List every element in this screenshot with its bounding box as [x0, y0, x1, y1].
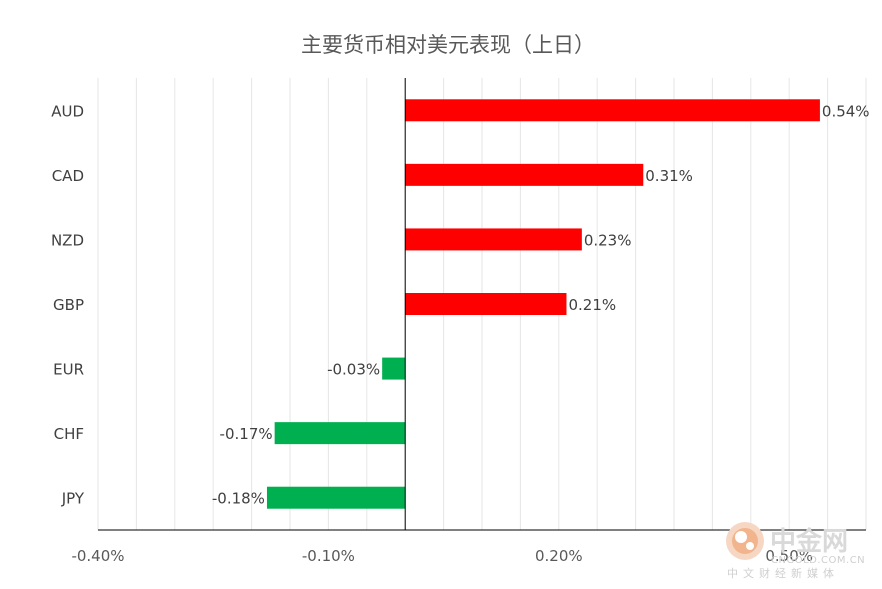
logo-icon [726, 522, 764, 560]
category-label: EUR [53, 361, 84, 379]
x-tick-label: -0.40% [71, 547, 124, 565]
data-label: 0.31% [645, 167, 693, 185]
data-labels: 0.54% 0.31% 0.23% 0.21% -0.03% -0.17% -0.18% [212, 102, 870, 507]
bar-cad [405, 163, 644, 186]
category-labels: AUD CAD NZD GBP EUR CHF JPY [51, 102, 85, 507]
data-label: 0.54% [822, 102, 870, 120]
x-tick-label: 0.50% [765, 547, 813, 565]
bar-nzd [405, 228, 582, 251]
x-tick-label: 0.20% [535, 547, 583, 565]
bar-gbp [405, 293, 567, 315]
watermark-tagline: 中文财经新媒体 [727, 566, 839, 580]
data-label: 0.21% [568, 296, 616, 314]
data-label: 0.23% [584, 231, 632, 249]
data-label: -0.17% [220, 425, 273, 443]
watermark-domain: CNGOLD.COM.CN [771, 555, 865, 566]
bars [266, 99, 820, 509]
category-label: AUD [51, 102, 84, 120]
category-label: JPY [61, 490, 85, 508]
bar-jpy [266, 486, 406, 509]
category-label: CHF [54, 425, 84, 443]
watermark: 中金网 CNGOLD.COM.CN 中文财经新媒体 [726, 522, 865, 580]
data-label: -0.03% [327, 361, 380, 379]
bar-eur [382, 357, 406, 380]
bar-aud [405, 99, 820, 122]
bar-chf [274, 422, 406, 445]
watermark-logo-text: 中金网 [770, 526, 848, 557]
category-label: CAD [52, 167, 84, 185]
category-label: GBP [53, 296, 84, 314]
tick-labels: -0.40% -0.10% 0.20% 0.50% [71, 547, 813, 565]
chart-title: 主要货币相对美元表现（上日） [301, 33, 595, 57]
data-label: -0.18% [212, 490, 265, 508]
x-tick-label: -0.10% [302, 547, 355, 565]
category-label: NZD [51, 231, 84, 249]
